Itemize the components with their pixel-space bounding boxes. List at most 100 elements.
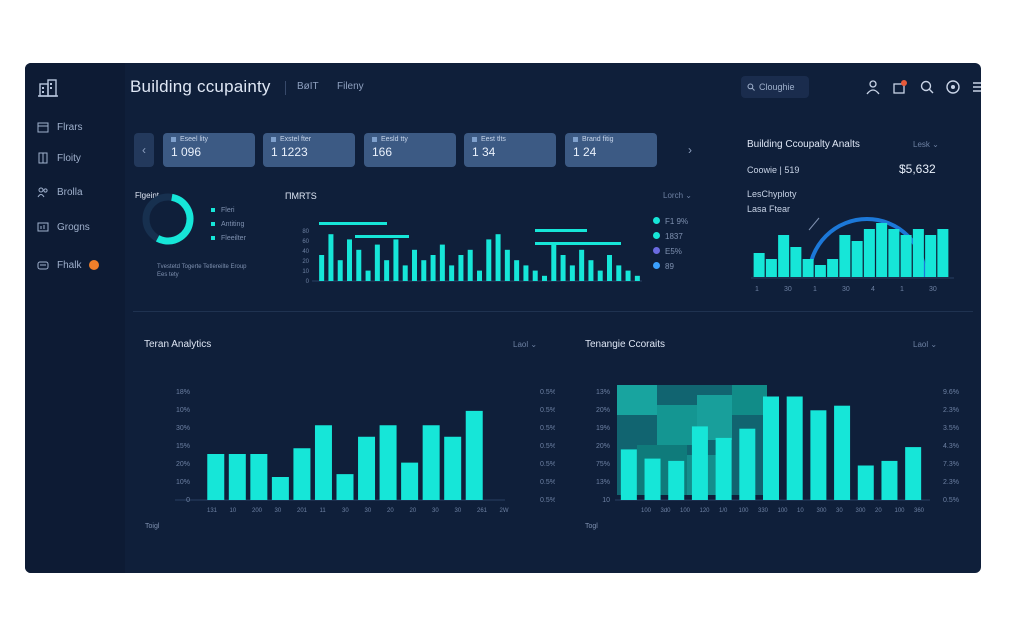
kpi-value: 166: [372, 145, 393, 159]
analytics-dropdown[interactable]: Lesk ⌄: [913, 140, 939, 149]
mini-chart-title: ПMRTS: [285, 191, 317, 201]
chart-bar: [328, 234, 334, 281]
sidebar-item-floity[interactable]: Floity: [37, 149, 81, 167]
nav-link-boit[interactable]: BøIT: [297, 81, 319, 92]
y-tick-label: 15%: [176, 443, 190, 450]
x-tick-label: 30: [784, 286, 792, 293]
chart-bar: [691, 426, 708, 500]
chart-bar: [379, 425, 397, 500]
x-tick-label: 11: [320, 508, 327, 514]
chart-bar: [569, 265, 575, 281]
kpi-value: 1 1223: [271, 145, 308, 159]
search-icon[interactable]: [919, 79, 935, 95]
x-tick-label: 120: [700, 508, 711, 514]
kpi-icon: [472, 137, 477, 142]
kpi-icon: [573, 137, 578, 142]
tenant-counts-dropdown[interactable]: Laol ⌄: [913, 340, 938, 349]
kpi-prev-button[interactable]: ‹: [134, 133, 154, 167]
kpi-label: Exstel fter: [280, 136, 312, 143]
annotation-line: [808, 217, 820, 231]
chart-bar: [579, 249, 585, 281]
tenant-dropdown[interactable]: Laol ⌄: [513, 340, 538, 349]
y-tick-label: 40: [302, 249, 309, 255]
tenant-footer: Toigl: [145, 523, 160, 530]
y-tick-label: 0.5%: [540, 497, 555, 504]
kpi-card[interactable]: Eseel lity 1 096: [163, 133, 255, 167]
sidebar-item-fhalk[interactable]: Fhalk: [37, 256, 100, 274]
chart-bar: [778, 235, 790, 277]
sidebar-item-grogns[interactable]: Grogns: [37, 218, 90, 236]
y-tick-label: 20%: [596, 443, 610, 450]
chart-bar: [912, 229, 924, 277]
highlight-bar: [535, 242, 621, 245]
kpi-next-button[interactable]: ›: [680, 133, 700, 167]
x-tick-label: 30: [929, 286, 937, 293]
x-tick-label: 300: [856, 508, 867, 514]
chart-bar: [668, 460, 685, 500]
chart-bar: [393, 239, 399, 281]
sidebar-item-label: Grogns: [57, 221, 90, 233]
x-tick-label: 1: [813, 286, 817, 293]
y-tick-label: 10%: [176, 407, 190, 414]
chart-bar: [620, 449, 637, 500]
chart-bar: [504, 249, 510, 281]
calendar-icon: [37, 122, 49, 133]
x-tick-label: 200: [252, 508, 263, 514]
y-tick-label: 75%: [596, 461, 610, 468]
x-tick-label: 30: [275, 508, 282, 514]
legend-label: F1 9%: [665, 217, 689, 226]
search-input[interactable]: Cloughie: [759, 82, 795, 92]
mini-chart-dropdown[interactable]: Lorch ⌄: [663, 191, 692, 200]
sidebar-item-brolla[interactable]: Brolla: [37, 183, 83, 201]
y-tick-label: 4.3%: [943, 443, 959, 450]
y-tick-label: 0.5%: [540, 425, 555, 432]
chart-bar: [319, 255, 325, 281]
chart-bar: [271, 477, 289, 500]
x-tick-label: 30: [842, 286, 850, 293]
donut-legend: Fleri Antiting Fleeilter: [211, 207, 246, 242]
donut-caption: Tvestetd Togerte Tetlereilte Eroup Ees t…: [157, 264, 247, 278]
kpi-card[interactable]: Eest tlts 1 34: [464, 133, 556, 167]
chart-bar: [542, 275, 547, 281]
chart-bar: [863, 229, 875, 277]
chart-bar: [857, 465, 874, 500]
y-tick-label: 2.3%: [943, 407, 959, 414]
chart-bar: [358, 436, 376, 500]
chart-bar: [347, 239, 352, 281]
chart-bar: [421, 260, 427, 281]
notification-icon[interactable]: [892, 79, 908, 95]
y-tick-label: 30%: [176, 425, 190, 432]
sidebar-item-flrars[interactable]: Flrars: [37, 118, 83, 136]
chart-bar: [905, 447, 922, 500]
highlight-bar: [319, 222, 387, 225]
highlight-bar: [355, 235, 409, 238]
kpi-card[interactable]: Eesld tty 166: [364, 133, 456, 167]
settings-icon[interactable]: [945, 79, 961, 95]
x-tick-label: 330: [758, 508, 769, 514]
y-tick-label: 13%: [596, 479, 610, 486]
y-tick-label: 18%: [176, 389, 190, 396]
search-box[interactable]: Cloughie: [741, 76, 809, 98]
x-tick-label: 30: [365, 508, 372, 514]
kpi-card[interactable]: Brand fitig 1 24: [565, 133, 657, 167]
x-tick-label: 30: [432, 508, 439, 514]
user-icon[interactable]: [865, 79, 881, 95]
legend-label: Fleri: [221, 207, 235, 214]
chart-bar: [356, 249, 362, 281]
chart-bar: [888, 229, 900, 277]
donut-chart: [142, 193, 194, 245]
chart-bar: [293, 448, 311, 500]
sidebar: Flrars Floity Brolla Grogns Fhalk: [25, 63, 125, 573]
kpi-label: Eseel lity: [180, 136, 209, 143]
menu-icon[interactable]: [971, 79, 981, 95]
y-tick-label: 3.5%: [943, 425, 959, 432]
legend-dot: [653, 217, 660, 224]
dashboard-panel: Flrars Floity Brolla Grogns Fhalk Buildi…: [25, 63, 981, 573]
kpi-card[interactable]: Exstel fter 1 1223: [263, 133, 355, 167]
chart-bar: [834, 405, 851, 500]
kpi-value: 1 34: [472, 145, 496, 159]
nav-link-fileny[interactable]: Fileny: [337, 81, 364, 92]
chart-bar: [925, 235, 937, 277]
chart-bar: [467, 249, 473, 281]
chart-bar: [588, 260, 594, 281]
